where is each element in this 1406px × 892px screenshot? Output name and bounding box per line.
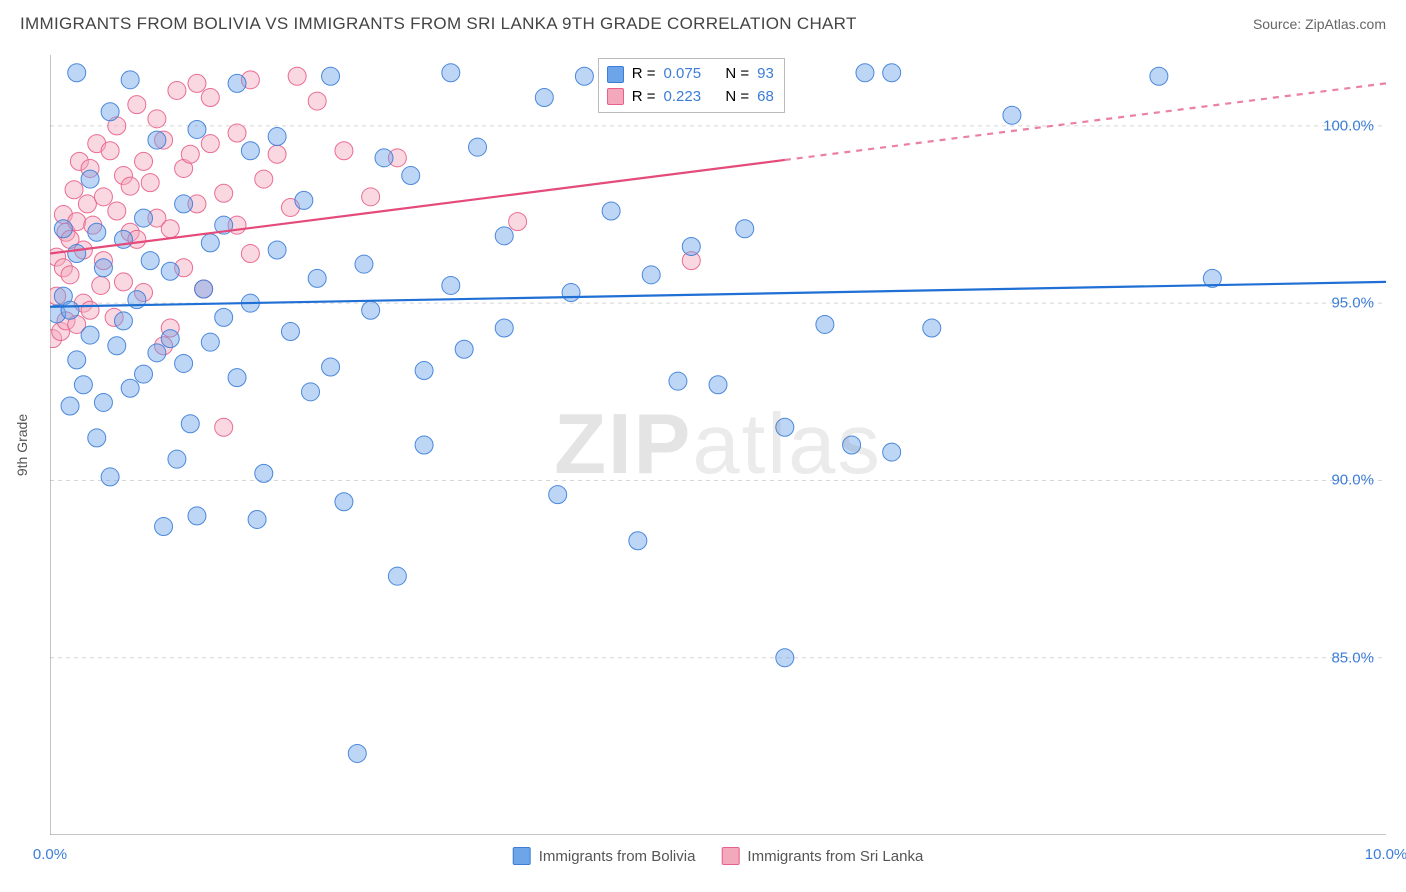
legend-label: Immigrants from Sri Lanka bbox=[747, 848, 923, 865]
n-label: N = bbox=[725, 86, 749, 109]
legend-item-srilanka: Immigrants from Sri Lanka bbox=[721, 847, 923, 865]
source-prefix: Source: bbox=[1253, 16, 1305, 32]
r-label: R = bbox=[632, 86, 656, 109]
y-tick-label: 100.0% bbox=[1323, 117, 1374, 134]
source-attribution: Source: ZipAtlas.com bbox=[1253, 16, 1386, 32]
r-label: R = bbox=[632, 63, 656, 86]
chart-header: IMMIGRANTS FROM BOLIVIA VS IMMIGRANTS FR… bbox=[0, 0, 1406, 34]
swatch-srilanka-icon bbox=[721, 847, 739, 865]
stats-row-srilanka: R = 0.223 N = 68 bbox=[607, 86, 774, 109]
swatch-bolivia-icon bbox=[607, 66, 624, 83]
x-tick-label: 0.0% bbox=[33, 846, 67, 863]
y-tick-label: 85.0% bbox=[1331, 649, 1374, 666]
y-tick-label: 90.0% bbox=[1331, 472, 1374, 489]
stats-legend: R = 0.075 N = 93 R = 0.223 N = 68 bbox=[598, 58, 785, 113]
scatter-plot bbox=[50, 55, 1386, 835]
r-value: 0.223 bbox=[664, 86, 702, 109]
chart-container: 9th Grade ZIPatlas R = 0.075 N = 93 R = … bbox=[50, 55, 1386, 835]
y-axis-label: 9th Grade bbox=[14, 414, 30, 476]
stats-row-bolivia: R = 0.075 N = 93 bbox=[607, 63, 774, 86]
legend-item-bolivia: Immigrants from Bolivia bbox=[513, 847, 696, 865]
n-value: 93 bbox=[757, 63, 774, 86]
r-value: 0.075 bbox=[664, 63, 702, 86]
bottom-legend: Immigrants from Bolivia Immigrants from … bbox=[513, 847, 924, 865]
chart-title: IMMIGRANTS FROM BOLIVIA VS IMMIGRANTS FR… bbox=[20, 14, 857, 34]
y-tick-label: 95.0% bbox=[1331, 295, 1374, 312]
swatch-bolivia-icon bbox=[513, 847, 531, 865]
n-value: 68 bbox=[757, 86, 774, 109]
swatch-srilanka-icon bbox=[607, 88, 624, 105]
x-tick-label: 10.0% bbox=[1365, 846, 1406, 863]
n-label: N = bbox=[725, 63, 749, 86]
source-link[interactable]: ZipAtlas.com bbox=[1305, 16, 1386, 32]
legend-label: Immigrants from Bolivia bbox=[539, 848, 696, 865]
